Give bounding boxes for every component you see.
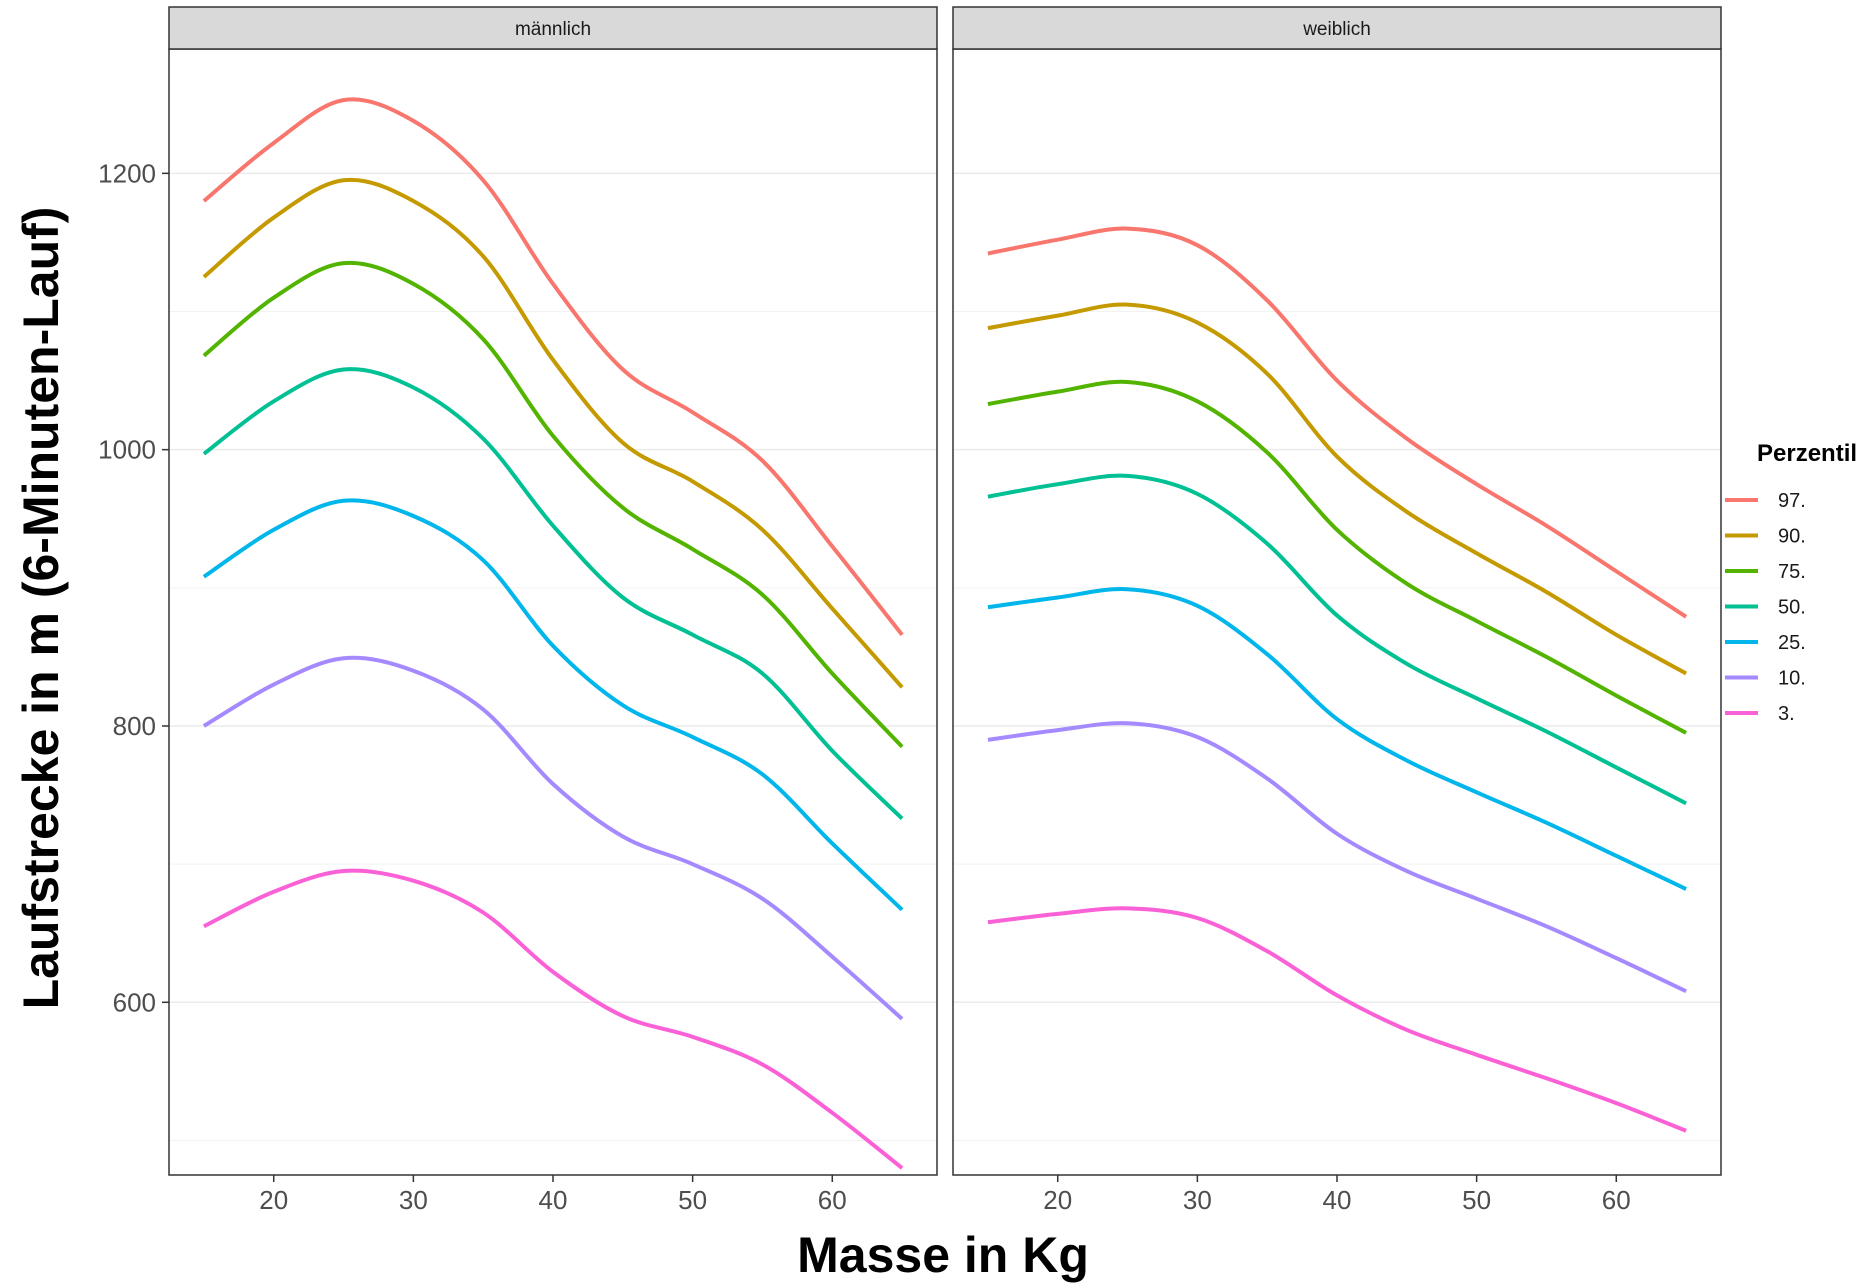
legend-entry-75: 75. [1725,561,1806,583]
x-tick-label: 50 [678,1185,707,1215]
legend-label: 25. [1778,632,1806,654]
legend-entry-10: 10. [1725,668,1806,690]
facet-strip [168,6,938,50]
series-line-25 [202,498,904,912]
x-tick-label: 60 [818,1185,847,1215]
legend-label: 50. [1778,597,1806,619]
y-tick-label: 1200 [98,158,156,188]
legend-entry-25: 25. [1725,632,1806,654]
x-tick-label: 20 [259,1185,288,1215]
x-tick-label: 30 [399,1185,428,1215]
series-line-97 [987,226,1688,619]
y-tick-label: 600 [113,987,156,1017]
facet-panels: männlich 20 30 40 50 60 weiblich 20 30 40 50 60 [168,6,1722,1215]
series-line-97 [202,97,904,637]
y-axis-title: Laufstrecke in m (6-Minuten-Lauf) [13,207,69,1010]
series-line-10 [202,655,904,1021]
legend-label: 97. [1778,490,1806,512]
x-tick-label: 40 [1323,1185,1352,1215]
x-tick-label: 40 [539,1185,568,1215]
series-line-90 [202,177,904,689]
legend-entry-90: 90. [1725,526,1806,548]
legend-entry-97: 97. [1725,490,1806,512]
axes: 600 800 1000 1200 [98,158,169,1017]
panel-background [953,49,1721,1175]
series-line-50 [987,473,1688,806]
panel-background [169,49,937,1175]
y-tick-label: 1000 [98,435,156,465]
legend-label: 10. [1778,668,1806,690]
legend-label: 3. [1778,703,1795,725]
legend-entry-3: 3. [1725,703,1795,725]
facet-strip-label: männlich [515,19,591,40]
series-line-50 [202,367,904,820]
legend-title: Perzentil [1757,440,1857,467]
x-tick-label: 50 [1462,1185,1491,1215]
legend-entry-50: 50. [1725,597,1806,619]
x-tick-label: 60 [1602,1185,1631,1215]
series-line-90 [987,302,1688,676]
facet-panel-1: weiblich 20 30 40 50 60 [952,6,1722,1215]
facet-strip-label: weiblich [1302,19,1371,40]
series-line-25 [987,587,1687,891]
facet-strip [952,6,1722,50]
facet-panel-0: männlich 20 30 40 50 60 [168,6,938,1215]
series-line-3 [987,906,1687,1133]
legend-label: 75. [1778,561,1806,583]
x-tick-label: 20 [1043,1185,1072,1215]
y-tick-label: 800 [113,711,156,741]
legend-label: 90. [1778,526,1806,548]
legend: Perzentil 97. 90. 75. 50. 25. 10. 3. [1725,440,1857,725]
x-tick-label: 30 [1183,1185,1212,1215]
series-line-75 [987,379,1688,735]
x-axis-title: Masse in Kg [797,1227,1089,1283]
series-line-75 [202,260,904,749]
series-line-10 [987,721,1687,994]
series-line-3 [203,868,904,1170]
